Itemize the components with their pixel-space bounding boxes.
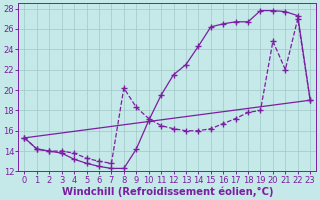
X-axis label: Windchill (Refroidissement éolien,°C): Windchill (Refroidissement éolien,°C) <box>61 186 273 197</box>
